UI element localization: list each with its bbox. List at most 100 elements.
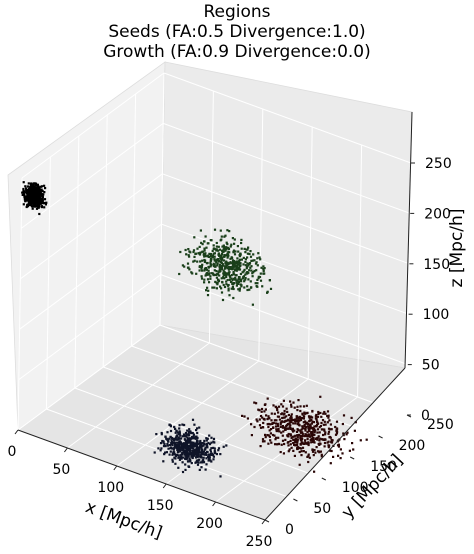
data-point [213,286,216,289]
data-point [249,266,252,269]
region-1 [21,181,48,216]
data-point [301,432,304,435]
data-point [199,461,203,464]
data-point [185,451,189,454]
data-point [222,259,226,262]
data-point [219,229,222,232]
data-point [238,267,241,270]
data-point [289,424,292,427]
data-point [303,435,306,438]
data-point [323,428,326,431]
data-point [210,255,213,258]
data-point [250,259,253,262]
data-point [236,282,239,285]
data-point [269,439,272,442]
data-point [199,439,202,443]
data-point [188,428,191,431]
data-point [35,194,38,198]
data-point [184,457,187,460]
data-point [165,437,168,440]
data-point [298,417,301,420]
data-point [235,281,238,284]
data-point [196,260,199,263]
data-point [203,278,206,281]
data-point [306,411,309,414]
data-point [280,431,283,434]
data-point [262,421,265,425]
data-point [312,421,316,424]
data-point [175,445,178,448]
data-point [184,248,187,252]
data-point [281,434,284,437]
data-point [175,434,178,438]
data-point [28,200,31,203]
data-point [33,198,36,201]
data-point [195,461,198,464]
data-point [303,415,306,418]
data-point [200,450,204,453]
data-point [195,451,198,454]
data-point [235,274,238,277]
data-point [242,275,245,278]
data-point [233,260,236,263]
data-point [194,445,197,448]
data-point [315,437,319,440]
data-point [258,409,261,412]
data-point [238,261,241,264]
data-point [201,259,204,262]
data-point [205,453,208,456]
data-point [174,444,177,447]
data-point [219,475,222,478]
data-point [268,429,271,432]
data-point [221,298,225,302]
data-point [36,184,39,187]
data-point [175,446,178,450]
data-point [261,440,265,443]
data-point [173,447,176,450]
data-point [312,438,315,441]
data-point [220,259,223,262]
data-point [208,272,211,275]
data-point [272,426,275,429]
data-point [328,435,331,439]
data-point [337,443,340,446]
data-point [317,412,320,415]
data-point [259,272,262,275]
data-point [184,463,187,466]
data-point [329,449,332,452]
data-point [198,426,201,429]
data-point [208,273,211,276]
data-point [297,446,300,449]
data-point [193,442,196,445]
data-point [200,448,203,451]
data-point [254,262,258,265]
data-point [192,445,195,448]
data-point [277,415,281,418]
data-point [222,248,225,251]
data-point [234,250,237,253]
data-point [215,453,218,456]
data-point [207,269,210,272]
data-point [198,245,201,248]
data-point [162,460,165,463]
data-point [289,434,293,437]
data-point [211,272,215,275]
data-point [299,430,302,433]
data-point [220,267,224,270]
data-point [311,420,314,423]
data-point [208,255,211,258]
data-point [178,430,181,433]
data-point [260,407,264,411]
data-point [213,441,216,444]
data-point [212,446,215,449]
data-point [217,280,221,283]
y-tick-label: 150 [370,459,397,475]
data-point [38,191,41,194]
data-point [194,456,198,459]
data-point [38,205,41,208]
data-point [186,429,189,432]
data-point [233,238,236,241]
grid-line-z-right [162,173,410,265]
data-point [217,252,220,255]
data-point [320,421,323,425]
